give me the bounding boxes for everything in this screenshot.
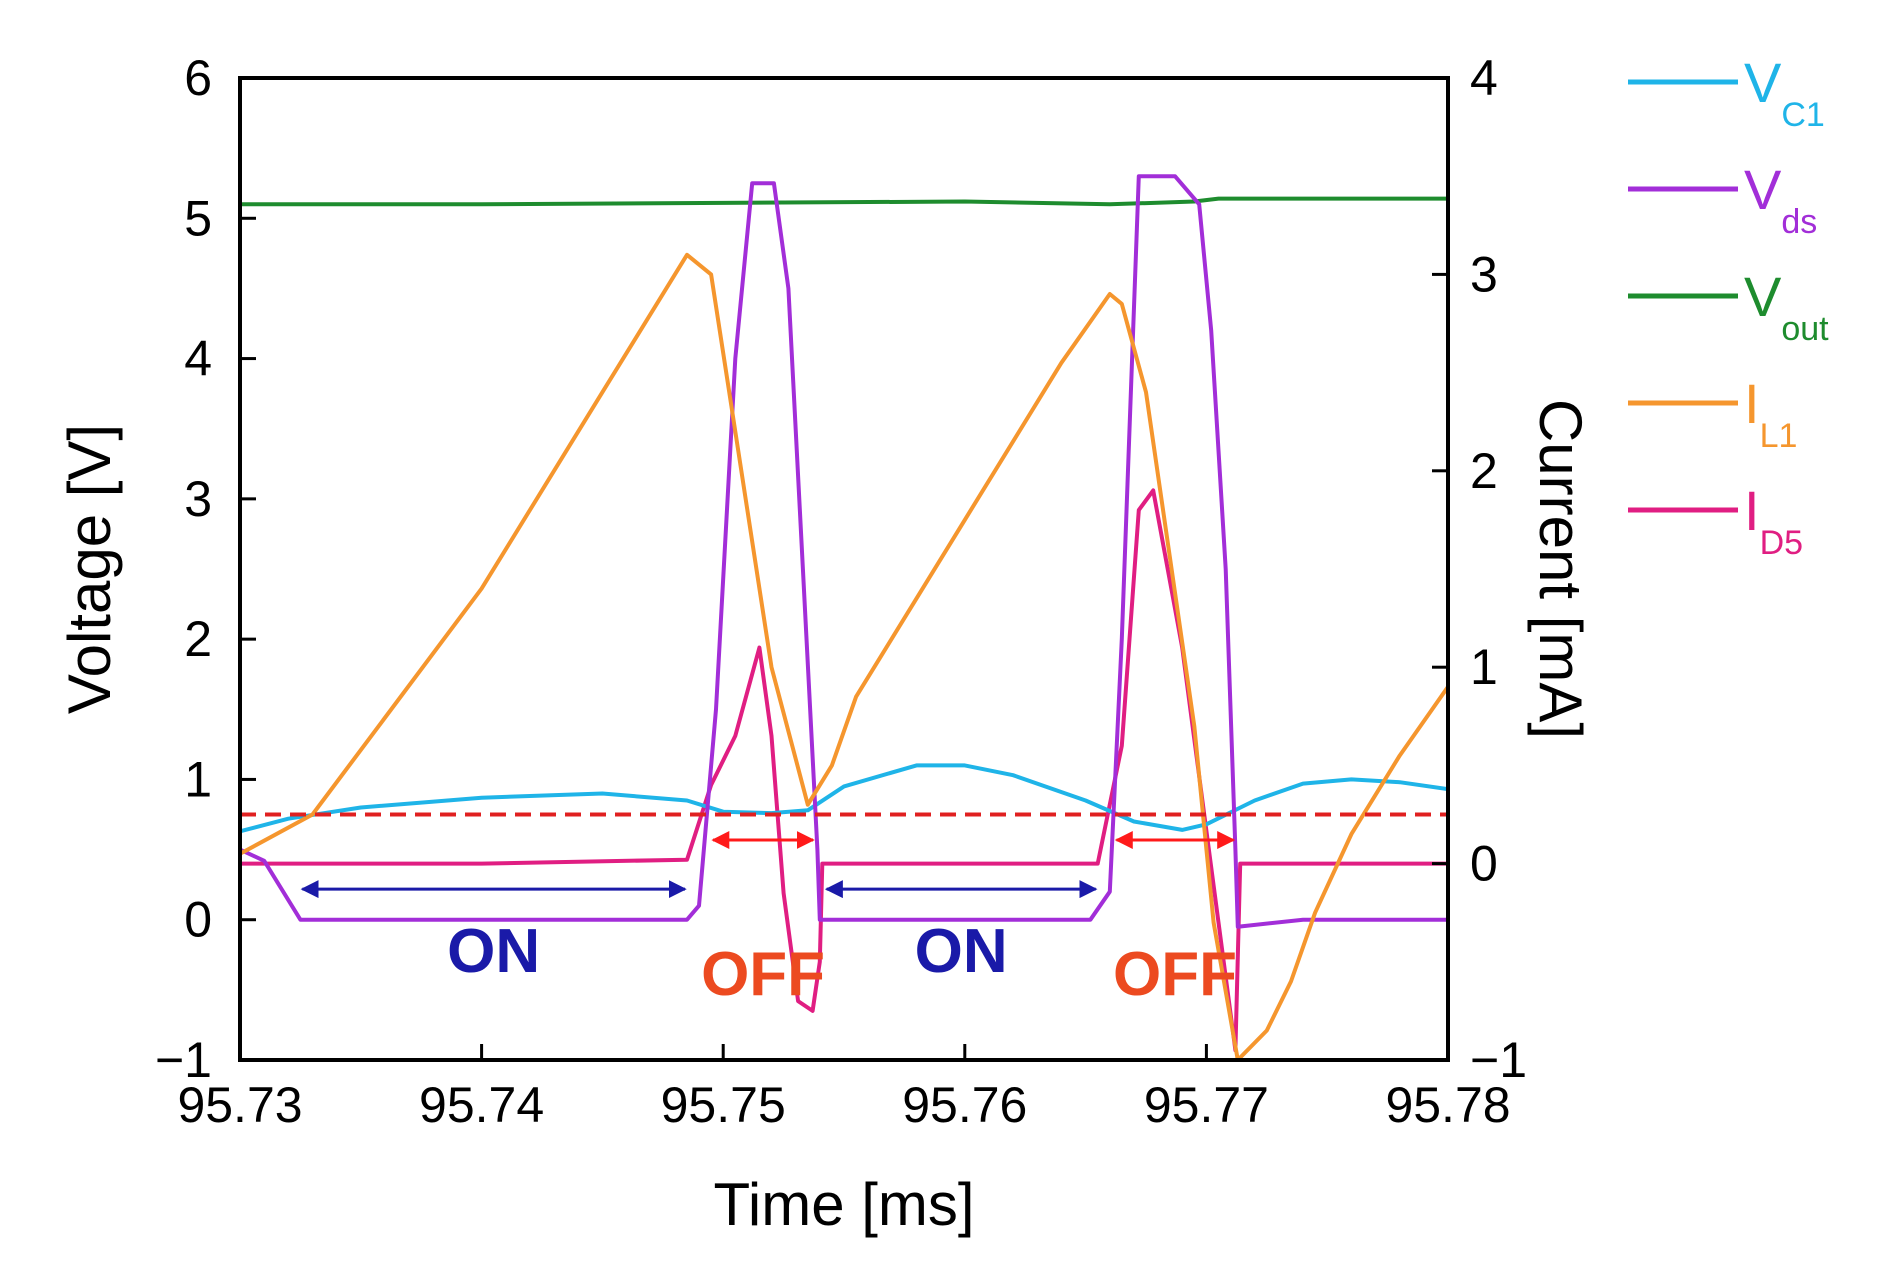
series-line-v-out — [240, 196, 1448, 207]
legend-label: Vds — [1744, 158, 1817, 241]
y-right-tick-label: −1 — [1470, 1032, 1527, 1088]
legend-label-main: V — [1744, 51, 1782, 114]
plot-frame — [238, 76, 1450, 1062]
legend-label-sub: ds — [1781, 203, 1817, 241]
y-axis-right-title: Current [mA] — [1527, 399, 1594, 739]
legend-label-main: V — [1744, 265, 1782, 328]
y-left-tick-label: 3 — [184, 471, 212, 527]
series-line-i-d5 — [240, 488, 1448, 1053]
legend-label: IL1 — [1744, 372, 1797, 455]
y-axis-left-title: Voltage [V] — [56, 424, 123, 714]
legend-label-main: V — [1744, 158, 1782, 221]
y-left-tick-label: 4 — [184, 331, 212, 387]
y-left-tick-label: −1 — [155, 1032, 212, 1088]
phase-label-on: ON — [447, 917, 540, 986]
x-tick-label: 95.78 — [1385, 1077, 1510, 1133]
y-axis-right: −1 0 1 2 3 4 — [1432, 50, 1527, 1088]
y-left-tick-label: 6 — [184, 50, 212, 106]
x-axis: 95.73 95.74 95.75 95.76 95.77 95.78 — [177, 1044, 1511, 1133]
x-tick-label: 95.76 — [902, 1077, 1027, 1133]
phase-annotations: ON OFF ON OFF — [300, 831, 1237, 1009]
series-line-i-l1 — [240, 252, 1448, 1060]
x-tick-label: 95.75 — [661, 1077, 786, 1133]
x-tick-label: 95.74 — [419, 1077, 544, 1133]
legend-label-main: I — [1744, 372, 1760, 435]
series-line-v-ds — [240, 174, 1448, 929]
y-right-tick-label: 1 — [1470, 639, 1498, 695]
y-left-tick-label: 5 — [184, 190, 212, 246]
legend-label-sub: out — [1781, 310, 1829, 348]
y-axis-left: −1 0 1 2 3 4 5 6 — [155, 50, 256, 1088]
y-right-tick-label: 4 — [1470, 50, 1498, 106]
legend-label: Vout — [1744, 265, 1829, 348]
y-right-tick-label: 2 — [1470, 443, 1498, 499]
x-tick-label: 95.77 — [1144, 1077, 1269, 1133]
y-left-tick-label: 2 — [184, 611, 212, 667]
legend-label-main: I — [1744, 479, 1760, 542]
phase-label-off: OFF — [701, 940, 825, 1009]
x-axis-title: Time [ms] — [713, 1171, 974, 1238]
legend-label-sub: D5 — [1760, 524, 1803, 562]
y-left-tick-label: 0 — [184, 892, 212, 948]
phase-label-off: OFF — [1113, 940, 1237, 1009]
series-layer — [240, 174, 1448, 1060]
x-tick-label: 95.73 — [177, 1077, 302, 1133]
phase-label-on: ON — [915, 917, 1008, 986]
legend-label-sub: C1 — [1781, 96, 1824, 134]
legend-label-sub: L1 — [1760, 417, 1798, 455]
legend-label: VC1 — [1744, 51, 1825, 134]
series-line-v-c1 — [240, 763, 1448, 834]
y-left-tick-label: 1 — [184, 751, 212, 807]
legend-label: ID5 — [1744, 479, 1803, 562]
y-right-tick-label: 0 — [1470, 836, 1498, 892]
y-right-tick-label: 3 — [1470, 246, 1498, 302]
